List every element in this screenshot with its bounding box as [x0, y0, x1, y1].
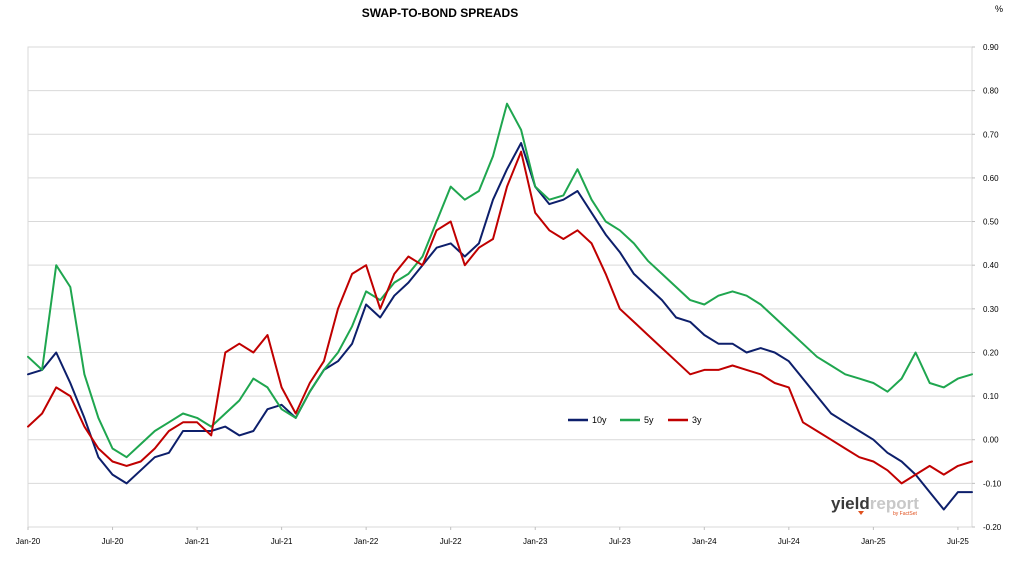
y-tick-label: 0.40 — [983, 261, 999, 270]
chart-title: SWAP-TO-BOND SPREADS — [362, 6, 518, 20]
y-tick-label: 0.50 — [983, 218, 999, 227]
legend-label-10y: 10y — [592, 415, 607, 425]
y-tick-label: -0.10 — [983, 479, 1002, 488]
series-lines — [27, 102, 973, 511]
yieldreport-logo: yieldreport by FactSet — [831, 494, 919, 517]
x-tick-label: Jul-20 — [102, 537, 124, 546]
x-tick-label: Jan-24 — [692, 537, 717, 546]
x-tick-label: Jul-21 — [271, 537, 293, 546]
y-tick-label: 0.60 — [983, 174, 999, 183]
x-tick-label: Jan-20 — [16, 537, 41, 546]
y-tick-label: 0.70 — [983, 130, 999, 139]
y-tick-label: 0.20 — [983, 348, 999, 357]
x-tick-label: Jan-22 — [354, 537, 379, 546]
legend: 10y 5y 3y — [568, 415, 702, 425]
x-tick-label: Jan-25 — [861, 537, 886, 546]
x-axis-ticks: Jan-20 Jul-20 Jan-21 Jul-21 Jan-22 Jul-22 Jan-… — [16, 527, 969, 546]
legend-label-5y: 5y — [644, 415, 654, 425]
y-axis-unit: % — [995, 4, 1003, 14]
x-tick-label: Jan-21 — [185, 537, 210, 546]
x-tick-label: Jul-25 — [947, 537, 969, 546]
series-line-5y — [27, 102, 973, 459]
y-axis-ticks: 0.90 0.80 0.70 0.60 0.50 0.40 0.30 0.20 0.10 0.00… — [972, 43, 1002, 532]
y-tick-label: -0.20 — [983, 523, 1002, 532]
x-tick-label: Jul-23 — [609, 537, 631, 546]
y-tick-label: 0.00 — [983, 436, 999, 445]
logo-byline: by FactSet — [893, 511, 918, 517]
y-tick-label: 0.90 — [983, 43, 999, 52]
x-tick-label: Jul-24 — [778, 537, 800, 546]
series-line-10y — [27, 142, 973, 511]
series-line-3y — [27, 150, 973, 485]
logo-triangle-icon — [858, 511, 864, 515]
y-tick-label: 0.10 — [983, 392, 999, 401]
y-tick-label: 0.30 — [983, 305, 999, 314]
legend-label-3y: 3y — [692, 415, 702, 425]
y-tick-label: 0.80 — [983, 87, 999, 96]
plot-area — [27, 46, 973, 528]
gridlines — [28, 90, 972, 484]
x-tick-label: Jul-22 — [440, 537, 462, 546]
logo-wordmark: yieldreport — [831, 494, 919, 513]
x-tick-label: Jan-23 — [523, 537, 548, 546]
